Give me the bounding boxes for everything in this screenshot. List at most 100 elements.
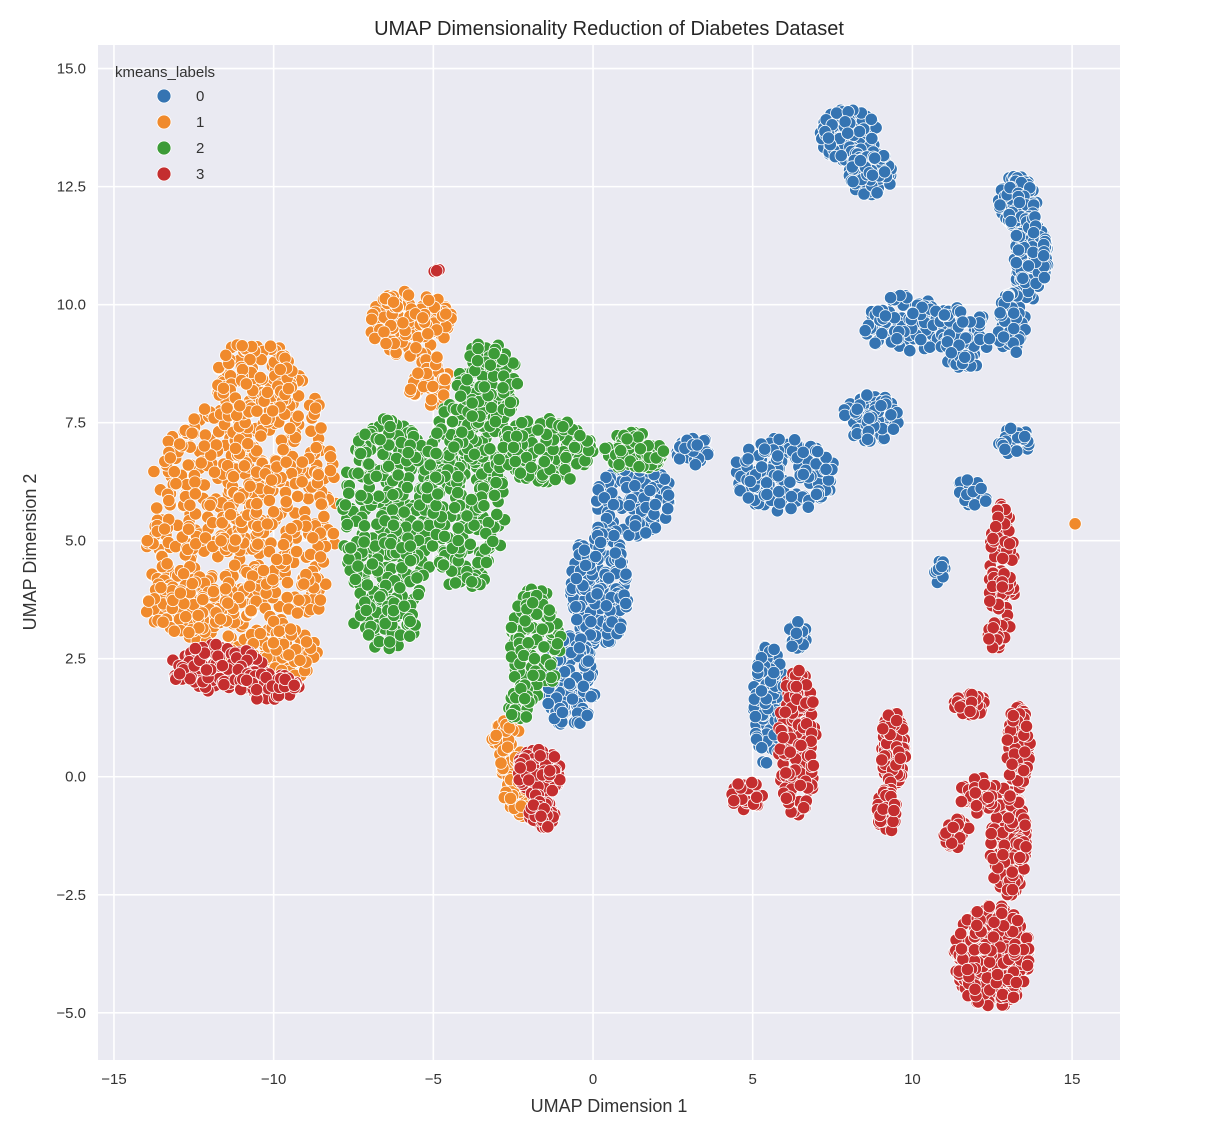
data-point <box>221 629 235 643</box>
data-point <box>354 488 368 503</box>
data-point <box>215 659 229 673</box>
data-point <box>358 427 372 441</box>
data-point <box>518 614 532 628</box>
data-point <box>755 460 769 474</box>
data-point <box>467 447 481 461</box>
data-point <box>599 470 613 484</box>
data-point <box>589 549 603 564</box>
data-point <box>1000 733 1015 747</box>
data-point <box>986 930 1001 944</box>
data-point <box>522 773 536 787</box>
data-point <box>451 469 465 484</box>
data-point <box>220 401 234 415</box>
data-point <box>206 584 220 599</box>
data-point <box>209 637 223 652</box>
data-point <box>601 571 616 585</box>
data-point <box>386 295 401 309</box>
data-point <box>361 628 376 642</box>
data-point <box>342 486 356 500</box>
data-point <box>754 684 769 698</box>
data-point <box>542 603 556 617</box>
data-point <box>487 488 502 502</box>
data-point <box>513 466 528 480</box>
data-point <box>503 791 518 806</box>
data-point <box>593 535 608 550</box>
data-point <box>430 264 444 278</box>
data-point <box>253 370 267 385</box>
data-point <box>533 749 547 763</box>
data-point <box>373 432 387 447</box>
data-point <box>970 905 984 919</box>
data-point <box>400 480 414 495</box>
data-point <box>884 408 898 422</box>
data-point <box>465 575 479 589</box>
data-point <box>487 346 501 361</box>
data-point <box>284 521 298 536</box>
data-point <box>448 501 462 515</box>
data-point <box>751 660 765 674</box>
data-point <box>280 590 294 605</box>
data-point <box>597 491 611 505</box>
data-point <box>868 151 882 165</box>
data-point <box>508 454 522 469</box>
data-point <box>266 573 280 587</box>
data-point <box>858 324 872 338</box>
data-point <box>935 559 949 574</box>
data-point <box>465 409 479 423</box>
data-point <box>567 440 582 454</box>
data-point <box>903 344 917 358</box>
data-point <box>543 764 557 778</box>
data-point <box>576 679 591 693</box>
data-point <box>451 521 465 535</box>
data-point <box>860 388 874 402</box>
data-point <box>534 809 548 823</box>
data-point <box>401 445 415 460</box>
data-point <box>351 466 365 480</box>
data-point <box>158 522 172 536</box>
data-point <box>633 442 648 456</box>
data-point <box>460 509 474 523</box>
data-point <box>1018 745 1032 759</box>
data-point <box>531 423 545 437</box>
data-point <box>1006 990 1021 1005</box>
data-point <box>506 440 521 454</box>
data-point <box>383 635 397 649</box>
data-point <box>437 529 452 544</box>
data-point <box>791 615 805 629</box>
data-point <box>219 348 233 362</box>
data-point <box>632 460 646 474</box>
data-point <box>264 473 279 487</box>
data-point <box>998 442 1012 456</box>
data-point <box>767 665 781 680</box>
data-point <box>214 534 228 548</box>
data-point <box>282 648 296 662</box>
data-point <box>1019 719 1034 733</box>
data-point <box>1009 228 1024 243</box>
data-point <box>940 335 955 349</box>
data-point <box>743 474 757 488</box>
data-point <box>393 581 407 595</box>
data-point <box>354 446 368 461</box>
data-point <box>1007 942 1022 957</box>
data-point <box>532 442 547 456</box>
data-point <box>197 439 211 453</box>
data-point <box>877 165 892 179</box>
data-point <box>1019 840 1033 854</box>
data-point <box>1021 259 1036 273</box>
data-point <box>993 198 1007 212</box>
data-point <box>425 539 440 553</box>
data-point <box>1005 882 1020 897</box>
data-point <box>544 670 558 685</box>
data-point <box>263 339 278 353</box>
data-point <box>372 489 386 503</box>
data-point <box>340 517 354 532</box>
data-point <box>391 468 405 482</box>
data-point <box>545 783 559 798</box>
data-point <box>494 756 508 770</box>
data-point <box>266 404 280 418</box>
data-point <box>292 593 306 607</box>
data-point <box>471 341 485 356</box>
data-point <box>1001 289 1015 304</box>
data-point <box>228 441 243 455</box>
data-point <box>447 440 461 454</box>
